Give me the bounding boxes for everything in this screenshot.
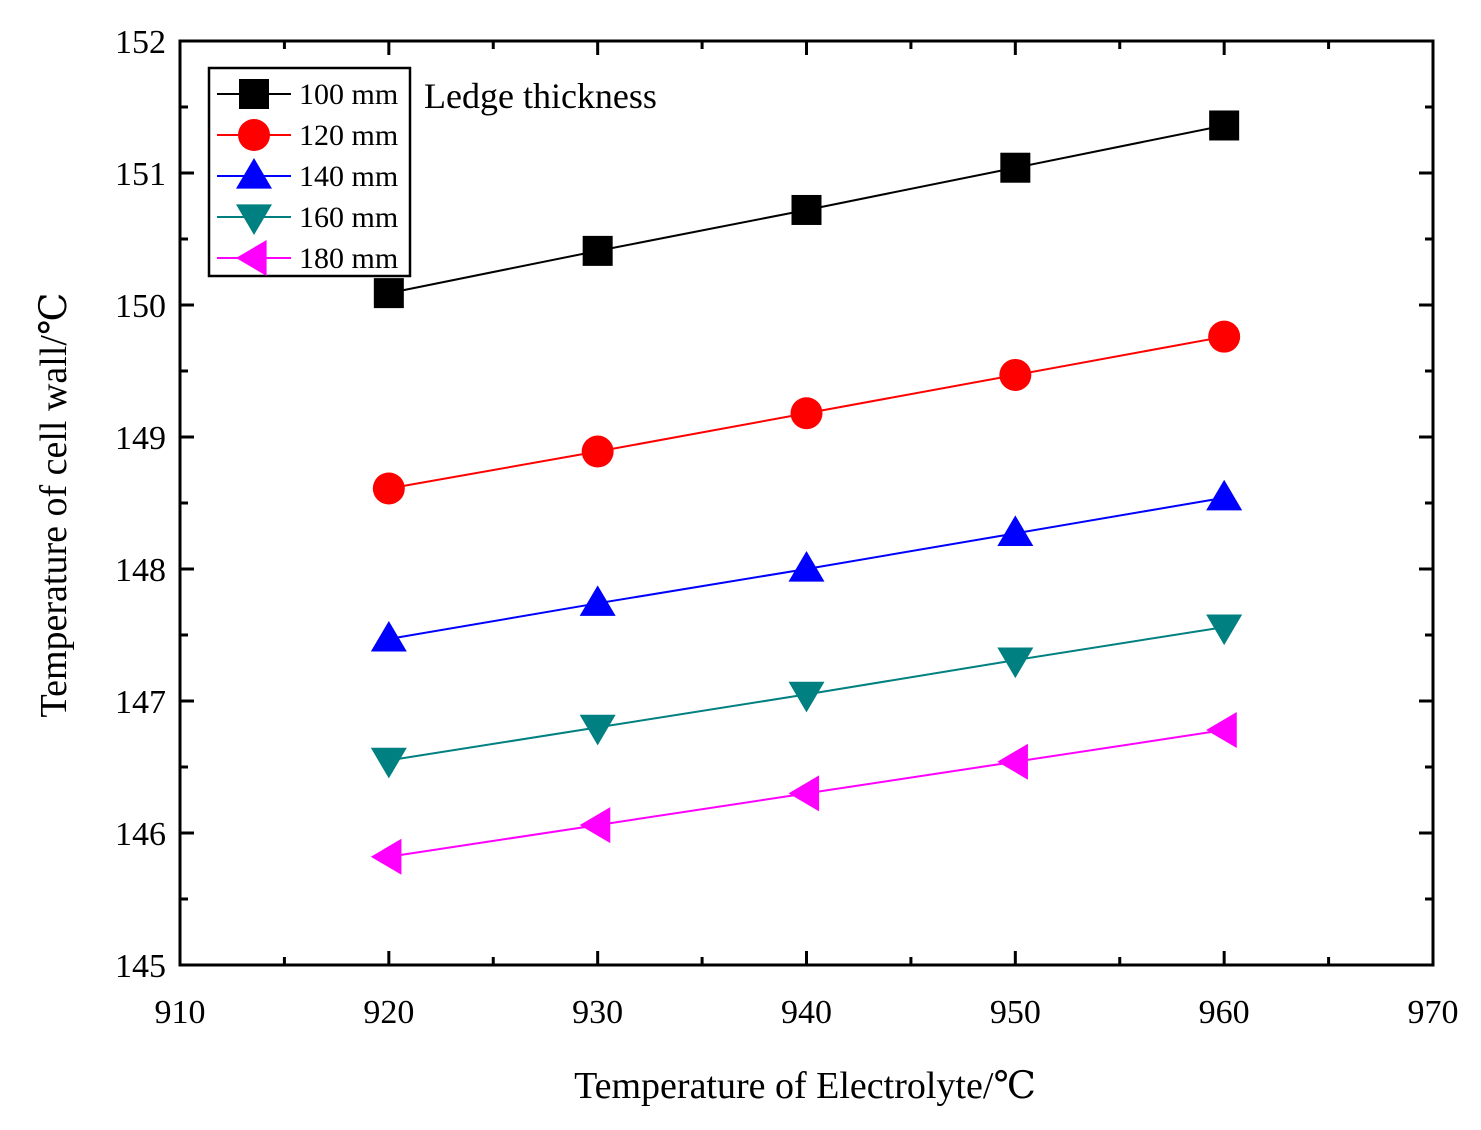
legend-marker xyxy=(239,79,269,109)
legend-label: 180 mm xyxy=(299,242,398,275)
x-tick-label: 930 xyxy=(572,994,623,1031)
y-tick-label: 150 xyxy=(115,288,166,325)
y-tick-label: 152 xyxy=(115,24,166,61)
x-axis-title: Temperature of Electrolyte/℃ xyxy=(574,1065,1036,1107)
y-tick-label: 146 xyxy=(115,816,166,853)
data-point xyxy=(1000,152,1031,183)
data-point xyxy=(581,435,614,468)
legend-marker xyxy=(236,204,272,235)
data-point xyxy=(790,397,823,430)
data-point xyxy=(997,647,1034,679)
legend-label: 140 mm xyxy=(299,160,398,193)
data-point xyxy=(1206,479,1243,511)
data-point xyxy=(997,515,1034,546)
data-point xyxy=(791,194,822,225)
data-point xyxy=(788,775,820,812)
y-axis-title: Temperature of cell wall/℃ xyxy=(33,293,75,718)
data-point xyxy=(997,743,1028,780)
y-tick-label: 145 xyxy=(115,948,166,985)
legend-label: 100 mm xyxy=(299,78,398,111)
plot-area: 910 920 930 940 950 960 970 145 146 147 148 149 150 1… xyxy=(115,24,1459,1031)
data-point xyxy=(1206,712,1237,749)
y-tick-label: 149 xyxy=(115,420,166,457)
data-point xyxy=(579,807,611,844)
data-point xyxy=(1206,614,1243,646)
legend-marker xyxy=(236,240,267,276)
data-point xyxy=(372,472,405,505)
x-tick-label: 920 xyxy=(363,994,414,1031)
data-point xyxy=(582,235,613,266)
data-point xyxy=(1209,110,1240,141)
data-point xyxy=(370,838,402,875)
x-tick-label: 940 xyxy=(781,994,832,1031)
legend-marker xyxy=(238,119,270,151)
y-tick-label: 148 xyxy=(115,552,166,589)
data-point xyxy=(579,714,616,746)
legend-label: 120 mm xyxy=(299,119,398,152)
x-tick-label: 950 xyxy=(990,994,1041,1031)
legend-annotation: Ledge thickness xyxy=(424,76,657,116)
x-tick-label: 960 xyxy=(1199,994,1250,1031)
y-tick-label: 147 xyxy=(115,684,166,721)
data-point xyxy=(373,278,404,309)
data-point xyxy=(370,747,407,779)
data-point xyxy=(579,585,616,616)
data-point xyxy=(999,358,1032,391)
legend-marker xyxy=(236,158,272,189)
y-tick-label: 151 xyxy=(115,156,166,193)
data-point xyxy=(788,551,825,582)
legend-box xyxy=(207,66,412,278)
data-point xyxy=(1208,320,1241,353)
x-tick-label: 910 xyxy=(155,994,206,1031)
data-point xyxy=(370,620,407,652)
data-point xyxy=(788,681,825,713)
legend-label: 160 mm xyxy=(299,201,398,234)
x-tick-label: 970 xyxy=(1408,994,1459,1031)
